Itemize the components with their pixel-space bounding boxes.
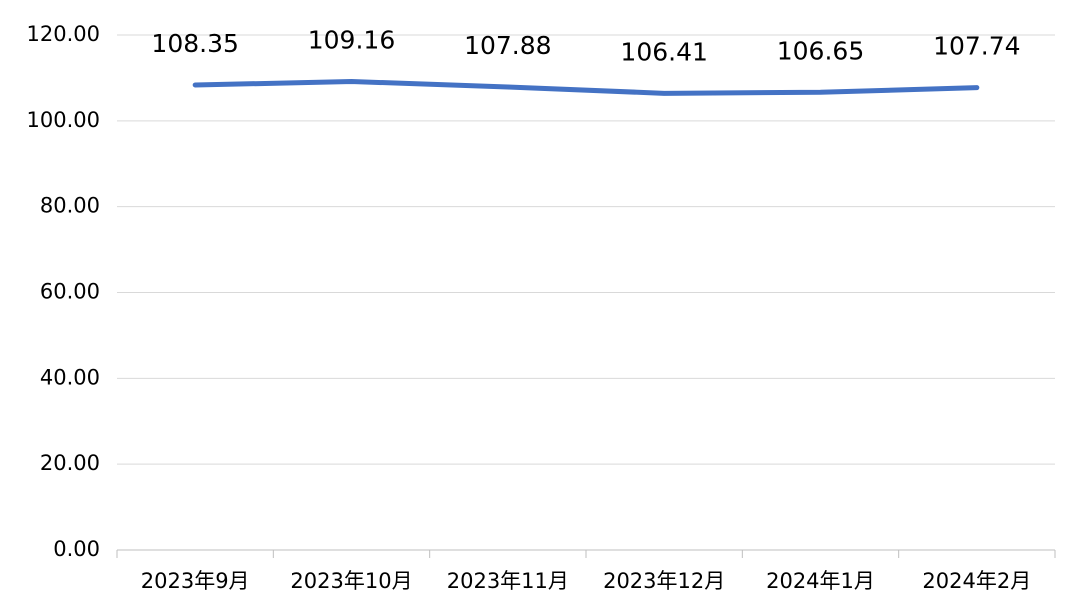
x-tick-label: 2024年1月: [766, 569, 875, 593]
data-label: 108.35: [151, 29, 238, 58]
x-tick-label: 2023年10月: [290, 569, 412, 593]
line: [192, 79, 980, 96]
y-tick-label: 80.00: [40, 194, 100, 218]
x-tick-label: 2023年11月: [447, 569, 569, 593]
y-tick-label: 100.00: [27, 108, 100, 132]
y-tick-label: 0.00: [53, 537, 100, 561]
data-label: 106.41: [620, 37, 707, 66]
data-label: 106.65: [777, 36, 864, 65]
x-tick-label: 2024年2月: [922, 569, 1031, 593]
data-label: 109.16: [308, 26, 395, 55]
x-tick-label: 2023年12月: [603, 569, 725, 593]
y-tick-label: 20.00: [40, 451, 100, 475]
data-label: 107.88: [464, 31, 551, 60]
y-tick-label: 60.00: [40, 280, 100, 304]
y-tick-label: 120.00: [27, 22, 100, 46]
data-label: 107.74: [933, 32, 1020, 61]
y-tick-label: 40.00: [40, 365, 100, 389]
x-tick-label: 2023年9月: [141, 569, 250, 593]
